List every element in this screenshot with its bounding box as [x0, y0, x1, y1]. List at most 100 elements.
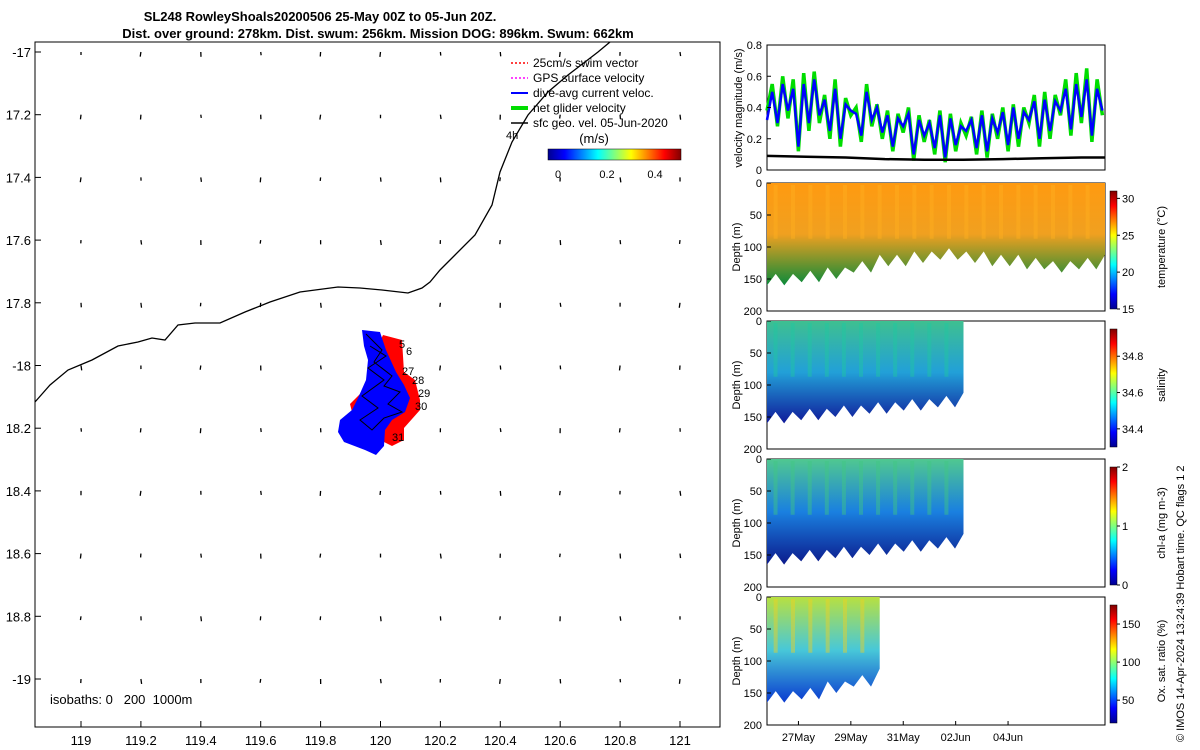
section-stripe	[773, 599, 778, 653]
legend-gps-velocity: GPS surface velocity	[533, 71, 644, 85]
velocity-y-ticks: 0 0.2 0.4 0.6 0.8	[747, 40, 771, 177]
sfc-velocity-vector	[259, 240, 262, 244]
day-label-27: 27	[402, 366, 414, 378]
sfc-velocity-vector	[200, 553, 203, 558]
lon-tick-label: 119.6	[245, 733, 277, 748]
section-data-field	[767, 321, 964, 424]
lat-tick-label: -19	[12, 672, 31, 687]
sfc-velocity-vector	[200, 177, 203, 182]
sfc-velocity-vector	[260, 428, 262, 433]
velocity-series-line	[765, 79, 1104, 158]
lon-tick-label: 120.8	[604, 733, 637, 748]
section-stripe	[910, 323, 915, 377]
colorbar-tick-label: 34.8	[1122, 351, 1143, 363]
sfc-velocity-vector	[80, 365, 83, 371]
colorbar-label: Ox. sat. ratio (%)	[1156, 620, 1168, 703]
map-legend: 25cm/s swim vector GPS surface velocity …	[511, 56, 668, 130]
colorbar-tick-0.4: 0.4	[647, 169, 662, 181]
depth-tick-label: 50	[750, 486, 762, 498]
section-stripe	[944, 323, 949, 377]
section-stripe	[860, 599, 865, 653]
velocity-panel: 0 0.2 0.4 0.6 0.8 velocity magnitude (m/s)	[733, 40, 1106, 177]
sfc-velocity-vector	[558, 490, 561, 496]
title-line-1: SL248 RowleyShoals20200506 25-May 00Z to…	[144, 9, 497, 24]
velocity-y-tick-label: 0.2	[747, 134, 762, 146]
lat-tick-label: 17.6	[6, 233, 31, 248]
section-stripe	[876, 461, 881, 515]
section-stripe	[877, 185, 882, 239]
sfc-velocity-vector	[679, 553, 682, 559]
time-tick-label: 29May	[834, 732, 868, 744]
section-stripe	[791, 599, 795, 653]
sfc-velocity-vector	[679, 114, 682, 120]
sfc-velocity-vector	[439, 553, 442, 559]
lon-tick-label: 119.4	[185, 733, 217, 748]
section-colorbar	[1109, 190, 1118, 310]
section-stripe	[825, 185, 830, 239]
section-stripe	[773, 185, 778, 239]
velocity-y-tick-label: 0	[756, 165, 762, 177]
track-blue-segments	[338, 330, 410, 455]
sfc-velocity-vector	[499, 177, 501, 182]
lon-tick-label: 120.2	[424, 733, 457, 748]
sfc-velocity-vector	[559, 302, 562, 307]
section-stripe	[876, 323, 881, 377]
depth-tick-label: 150	[744, 412, 762, 424]
section-stripe	[893, 461, 898, 515]
sfc-velocity-vector	[199, 365, 202, 370]
section-stripe	[860, 185, 865, 239]
section-stripe	[807, 323, 812, 377]
sfc-velocity-vector	[200, 616, 203, 622]
colorbar-tick-label: 150	[1122, 619, 1140, 631]
coast-label: 4h	[506, 130, 518, 142]
section-stripe	[858, 323, 863, 377]
section-stripe	[841, 461, 846, 515]
map-panel: 4h 5 6 27 28 29 30 31 25cm/s swim vector…	[6, 41, 721, 748]
velocity-y-tick-label: 0.4	[747, 103, 762, 115]
section-stripe	[999, 185, 1003, 239]
isobath-legend: isobaths: 0 200 1000m	[50, 692, 192, 707]
lat-tick-label: 18.4	[6, 484, 31, 499]
day-label-31: 31	[392, 432, 404, 444]
sfc-velocity-vector	[619, 177, 622, 183]
sfc-velocity-vector	[79, 553, 82, 559]
colorbar-tick-label: 2	[1122, 462, 1128, 474]
section-stripe	[964, 185, 969, 239]
map-lon-ticks: 119 119.2 119.4 119.6 119.8 120 120.2 120.4 120.…	[71, 721, 691, 748]
day-label-28: 28	[412, 375, 424, 387]
depth-tick-label: 50	[750, 210, 762, 222]
depth-tick-label: 100	[744, 518, 762, 530]
depth-tick-label: 0	[756, 454, 762, 466]
legend-sfc-geo: sfc geo. vel. 05-Jun-2020	[533, 116, 668, 130]
lon-tick-label: 119	[71, 733, 92, 748]
day-label-30: 30	[415, 401, 427, 413]
section-stripe	[1085, 185, 1090, 239]
sfc-velocity-vector	[379, 240, 382, 246]
lon-tick-label: 119.2	[125, 733, 157, 748]
section-colorbar	[1109, 328, 1118, 448]
lon-tick-label: 121	[669, 733, 691, 748]
depth-tick-label: 200	[744, 720, 762, 732]
section-stripe	[825, 599, 830, 653]
depth-tick-label: 0	[756, 316, 762, 328]
glider-track	[338, 330, 420, 455]
section-data-field	[767, 183, 1105, 286]
sfc-velocity-vector	[618, 428, 621, 433]
colorbar-label: chl-a (mg m-3)	[1156, 487, 1168, 559]
sfc-velocity-vector	[559, 114, 561, 119]
section-stripe	[947, 185, 951, 239]
lon-tick-label: 120.6	[544, 733, 577, 748]
section-stripe	[1051, 185, 1055, 239]
sfc-velocity-vector	[499, 678, 501, 684]
depth-axis-label: Depth (m)	[731, 361, 743, 410]
velocity-ylabel: velocity magnitude (m/s)	[733, 48, 745, 167]
colorbar-tick-label: 100	[1122, 657, 1140, 669]
sfc-velocity-vector	[139, 490, 142, 496]
sfc-velocity-vector	[79, 177, 82, 183]
velocity-series	[765, 68, 1105, 163]
colorbar-label: temperature (°C)	[1156, 206, 1168, 288]
sfc-velocity-vector	[379, 616, 382, 622]
depth-axis-label: Depth (m)	[731, 223, 743, 272]
lat-tick-label: 17.2	[6, 108, 31, 123]
